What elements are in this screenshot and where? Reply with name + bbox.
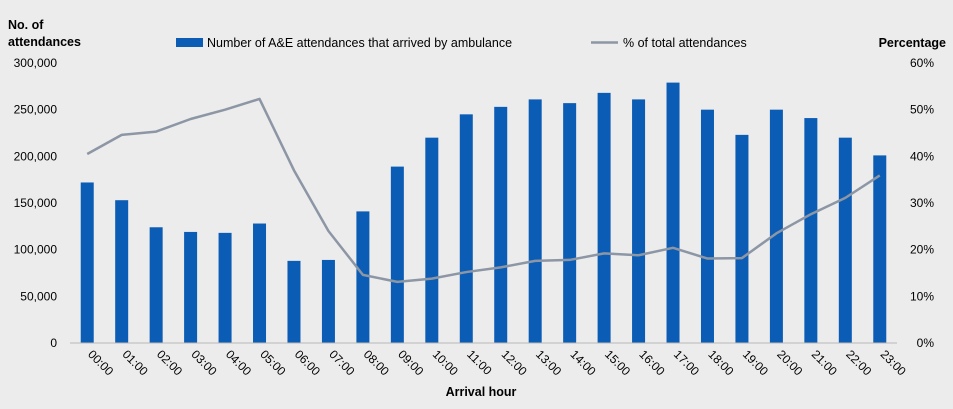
bar: [321, 259, 335, 343]
bar: [390, 166, 404, 343]
legend-bar-label: Number of A&E attendances that arrived b…: [207, 36, 512, 50]
bar: [563, 103, 577, 343]
x-tick-label: 21:00: [809, 347, 840, 378]
x-tick-label: 03:00: [188, 347, 219, 378]
bar: [632, 99, 646, 344]
x-tick-label: 10:00: [430, 347, 461, 378]
bar: [253, 223, 267, 343]
x-tick-label: 11:00: [464, 347, 495, 378]
x-tick-label: 00:00: [85, 347, 116, 378]
x-tick-label: 17:00: [671, 347, 702, 378]
right-axis-title: Percentage: [879, 36, 946, 50]
bar: [115, 200, 129, 343]
bar: [356, 211, 370, 343]
left-tick-label: 100,000: [14, 243, 58, 257]
bar: [666, 82, 680, 343]
bar: [735, 134, 749, 343]
right-tick-label: 60%: [910, 56, 934, 70]
right-tick-label: 50%: [910, 103, 934, 117]
x-tick-label: 14:00: [568, 347, 599, 378]
bar: [597, 92, 611, 343]
bar: [769, 109, 783, 344]
bar: [838, 137, 852, 343]
percentage-line: [86, 97, 881, 284]
bar: [873, 155, 887, 343]
right-tick-label: 0%: [917, 336, 935, 350]
bar: [494, 106, 508, 343]
bar: [804, 118, 818, 343]
x-tick-label: 19:00: [740, 347, 771, 378]
bar: [425, 137, 439, 343]
right-tick-label: 30%: [910, 196, 934, 210]
x-tick-label: 20:00: [774, 347, 805, 378]
x-tick-label: 18:00: [705, 347, 736, 378]
x-tick-label: 04:00: [223, 347, 254, 378]
left-tick-label: 300,000: [14, 56, 58, 70]
left-tick-label: 250,000: [14, 103, 58, 117]
x-tick-label: 12:00: [499, 347, 530, 378]
bar: [700, 109, 714, 344]
bar-series: [80, 82, 887, 344]
x-axis-ticks: 00:00 01:00 02:00 03:00 04:00 05:00 06:00 07:00…: [85, 347, 909, 378]
x-tick-label: 02:00: [154, 347, 185, 378]
right-axis-ticks: 0% 10% 20% 30% 40% 50% 60%: [910, 56, 934, 350]
right-tick-label: 10%: [910, 289, 934, 303]
bar: [218, 232, 232, 343]
legend-bar-swatch: [176, 38, 203, 47]
left-tick-label: 0: [50, 336, 57, 350]
x-tick-label: 07:00: [326, 347, 357, 378]
legend-line-label: % of total attendances: [623, 36, 747, 50]
x-tick-label: 05:00: [257, 347, 288, 378]
x-tick-label: 08:00: [361, 347, 392, 378]
left-axis-ticks: 0 50,000 100,000 150,000 200,000 250,000 300,0…: [14, 56, 58, 350]
x-tick-label: 13:00: [533, 347, 564, 378]
legend: Number of A&E attendances that arrived b…: [176, 36, 747, 50]
x-tick-label: 06:00: [292, 347, 323, 378]
left-tick-label: 50,000: [20, 289, 57, 303]
x-tick-label: 09:00: [395, 347, 426, 378]
bar: [287, 260, 301, 343]
bar: [528, 99, 542, 344]
bar: [149, 227, 163, 343]
left-tick-label: 200,000: [14, 149, 58, 163]
left-tick-label: 150,000: [14, 196, 58, 210]
right-tick-label: 20%: [910, 243, 934, 257]
x-tick-label: 16:00: [636, 347, 667, 378]
bar: [184, 231, 198, 343]
x-tick-label: 22:00: [843, 347, 874, 378]
x-axis-title: Arrival hour: [446, 385, 517, 399]
x-tick-label: 01:00: [120, 347, 151, 378]
bar: [459, 114, 473, 343]
right-tick-label: 40%: [910, 149, 934, 163]
x-tick-label: 23:00: [878, 347, 909, 378]
left-axis-title-line1: No. of: [8, 18, 44, 32]
bar: [80, 182, 94, 343]
x-tick-label: 15:00: [602, 347, 633, 378]
left-axis-title-line2: attendances: [8, 35, 81, 49]
